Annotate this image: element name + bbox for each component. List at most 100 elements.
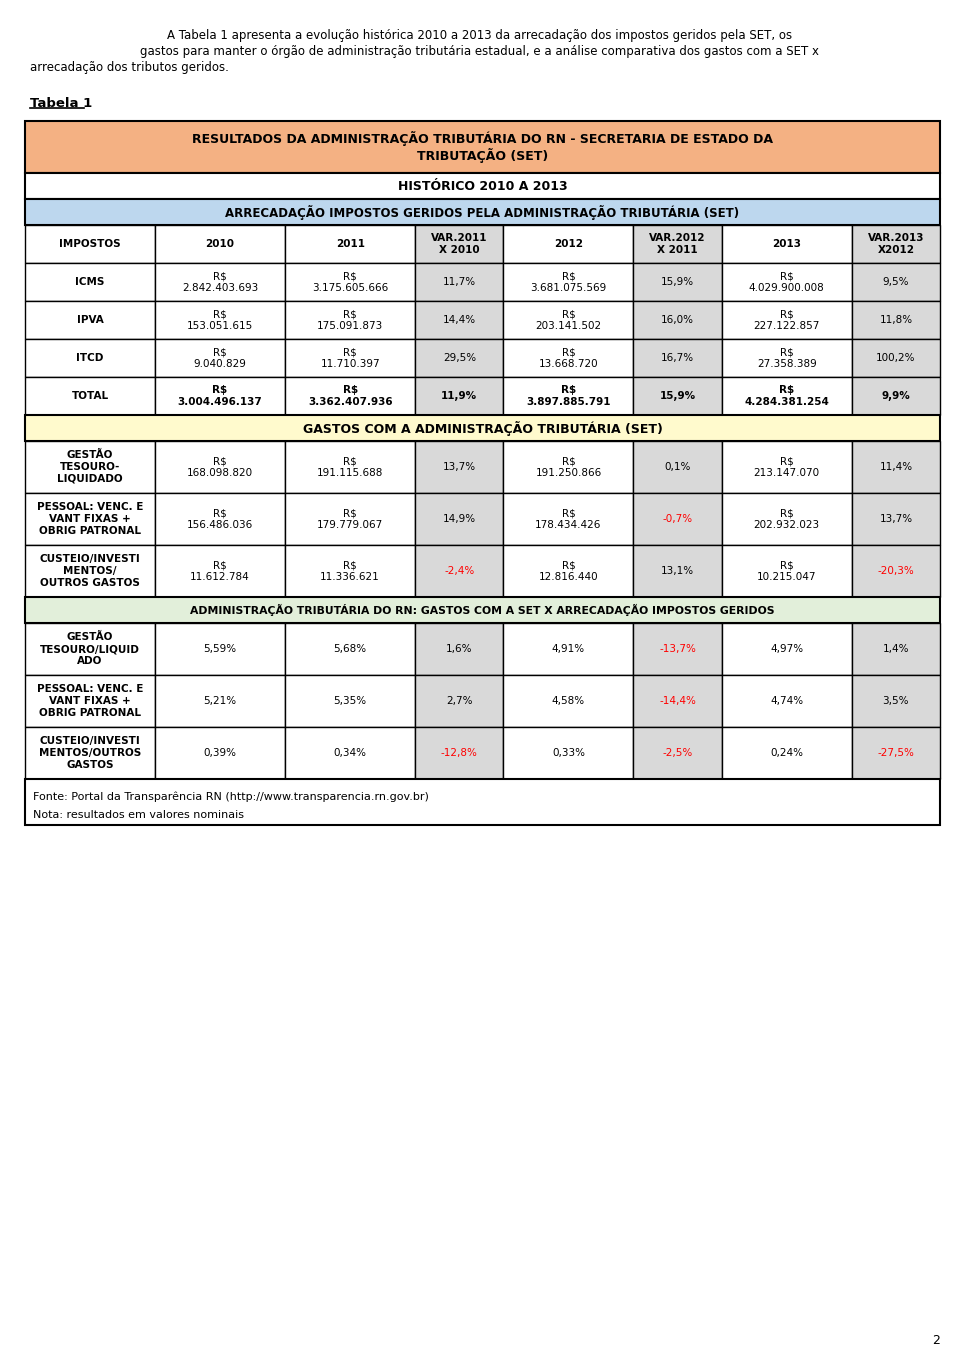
FancyBboxPatch shape [416,493,503,545]
FancyBboxPatch shape [25,121,940,173]
FancyBboxPatch shape [416,264,503,300]
FancyBboxPatch shape [503,493,634,545]
FancyBboxPatch shape [503,338,634,376]
FancyBboxPatch shape [852,622,940,675]
FancyBboxPatch shape [25,173,940,198]
Text: A Tabela 1 apresenta a evolução histórica 2010 a 2013 da arrecadação dos imposto: A Tabela 1 apresenta a evolução históric… [167,29,793,42]
Text: R$
11.336.621: R$ 11.336.621 [321,560,380,582]
FancyBboxPatch shape [285,376,416,414]
FancyBboxPatch shape [285,727,416,779]
Text: R$
11.612.784: R$ 11.612.784 [190,560,250,582]
Text: 2012: 2012 [554,239,583,249]
Text: TOTAL: TOTAL [71,391,108,401]
Text: R$
27.358.389: R$ 27.358.389 [756,347,817,368]
FancyBboxPatch shape [722,226,852,264]
Text: R$
3.004.496.137: R$ 3.004.496.137 [178,385,262,406]
Text: R$
203.141.502: R$ 203.141.502 [536,310,602,330]
FancyBboxPatch shape [852,338,940,376]
Text: R$
156.486.036: R$ 156.486.036 [187,508,253,530]
FancyBboxPatch shape [634,264,722,300]
FancyBboxPatch shape [156,727,285,779]
FancyBboxPatch shape [634,376,722,414]
Text: -14,4%: -14,4% [660,696,696,705]
FancyBboxPatch shape [722,622,852,675]
FancyBboxPatch shape [285,493,416,545]
Text: ADMINISTRAÇÃO TRIBUTÁRIA DO RN: GASTOS COM A SET X ARRECADAÇÃO IMPOSTOS GERIDOS: ADMINISTRAÇÃO TRIBUTÁRIA DO RN: GASTOS C… [190,603,775,616]
FancyBboxPatch shape [503,442,634,493]
FancyBboxPatch shape [285,338,416,376]
FancyBboxPatch shape [156,226,285,264]
Text: -2,5%: -2,5% [662,747,693,758]
FancyBboxPatch shape [416,376,503,414]
Text: 2: 2 [932,1335,940,1347]
Text: PESSOAL: VENC. E
VANT FIXAS +
OBRIG PATRONAL: PESSOAL: VENC. E VANT FIXAS + OBRIG PATR… [36,685,143,718]
Text: R$
2.842.403.693: R$ 2.842.403.693 [182,272,258,292]
Text: 5,35%: 5,35% [334,696,367,705]
FancyBboxPatch shape [722,545,852,597]
Text: VAR.2013
X2012: VAR.2013 X2012 [868,234,924,254]
FancyBboxPatch shape [852,264,940,300]
FancyBboxPatch shape [852,675,940,727]
FancyBboxPatch shape [634,545,722,597]
FancyBboxPatch shape [722,493,852,545]
Text: ARRECADAÇÃO IMPOSTOS GERIDOS PELA ADMINISTRAÇÃO TRIBUTÁRIA (SET): ARRECADAÇÃO IMPOSTOS GERIDOS PELA ADMINI… [226,204,739,220]
Text: R$
3.362.407.936: R$ 3.362.407.936 [308,385,393,406]
FancyBboxPatch shape [25,727,156,779]
FancyBboxPatch shape [634,675,722,727]
Text: R$
13.668.720: R$ 13.668.720 [539,347,598,368]
FancyBboxPatch shape [25,264,156,300]
FancyBboxPatch shape [25,226,156,264]
FancyBboxPatch shape [634,300,722,338]
FancyBboxPatch shape [634,442,722,493]
FancyBboxPatch shape [503,727,634,779]
Text: R$
191.115.688: R$ 191.115.688 [317,457,383,478]
Text: GESTÃO
TESOURO-
LIQUIDADO: GESTÃO TESOURO- LIQUIDADO [58,450,123,484]
Text: R$
3.681.075.569: R$ 3.681.075.569 [530,272,607,292]
Text: 11,4%: 11,4% [879,462,912,472]
Text: 13,7%: 13,7% [879,514,912,525]
Text: 15,9%: 15,9% [660,391,696,401]
Text: R$
202.932.023: R$ 202.932.023 [754,508,820,530]
Text: R$
153.051.615: R$ 153.051.615 [187,310,253,330]
Text: 1,6%: 1,6% [446,644,472,654]
FancyBboxPatch shape [503,264,634,300]
Text: 100,2%: 100,2% [876,353,916,363]
FancyBboxPatch shape [416,300,503,338]
FancyBboxPatch shape [722,675,852,727]
Text: gastos para manter o órgão de administração tributária estadual, e a análise com: gastos para manter o órgão de administra… [140,45,820,58]
FancyBboxPatch shape [25,597,940,622]
Text: 14,4%: 14,4% [443,315,476,325]
FancyBboxPatch shape [503,675,634,727]
FancyBboxPatch shape [25,198,940,226]
FancyBboxPatch shape [722,727,852,779]
Text: 11,9%: 11,9% [442,391,477,401]
Text: 11,7%: 11,7% [443,277,476,287]
Text: 2,7%: 2,7% [446,696,472,705]
Text: R$
4.284.381.254: R$ 4.284.381.254 [744,385,829,406]
FancyBboxPatch shape [25,622,156,675]
FancyBboxPatch shape [156,493,285,545]
FancyBboxPatch shape [25,300,156,338]
FancyBboxPatch shape [722,376,852,414]
FancyBboxPatch shape [852,727,940,779]
FancyBboxPatch shape [503,376,634,414]
Text: 16,0%: 16,0% [661,315,694,325]
Text: 4,74%: 4,74% [770,696,804,705]
Text: R$
213.147.070: R$ 213.147.070 [754,457,820,478]
FancyBboxPatch shape [722,338,852,376]
Text: 9,9%: 9,9% [881,391,910,401]
FancyBboxPatch shape [416,545,503,597]
FancyBboxPatch shape [285,264,416,300]
Text: 0,1%: 0,1% [664,462,691,472]
FancyBboxPatch shape [156,622,285,675]
Text: 5,21%: 5,21% [204,696,237,705]
FancyBboxPatch shape [156,675,285,727]
FancyBboxPatch shape [503,226,634,264]
FancyBboxPatch shape [503,622,634,675]
Text: CUSTEIO/INVESTI
MENTOS/
OUTROS GASTOS: CUSTEIO/INVESTI MENTOS/ OUTROS GASTOS [39,554,140,587]
Text: R$
10.215.047: R$ 10.215.047 [757,560,817,582]
FancyBboxPatch shape [156,545,285,597]
FancyBboxPatch shape [156,300,285,338]
FancyBboxPatch shape [503,545,634,597]
FancyBboxPatch shape [25,442,156,493]
